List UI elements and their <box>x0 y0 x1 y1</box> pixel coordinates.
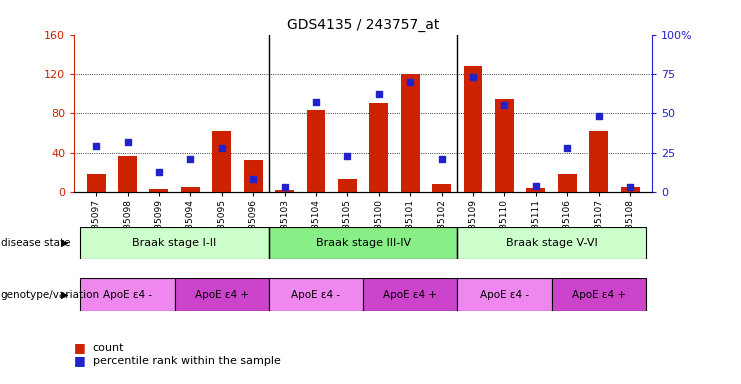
Point <box>247 176 259 182</box>
Bar <box>150 189 168 192</box>
Text: ApoE ε4 -: ApoE ε4 - <box>291 290 341 300</box>
Bar <box>338 179 357 192</box>
Bar <box>589 131 608 192</box>
Bar <box>275 190 294 192</box>
Bar <box>87 174 105 192</box>
Text: count: count <box>93 343 124 353</box>
Bar <box>307 110 325 192</box>
Bar <box>432 184 451 192</box>
Point <box>467 74 479 80</box>
Bar <box>213 131 231 192</box>
Point <box>530 183 542 189</box>
Text: ■: ■ <box>74 354 86 367</box>
Text: percentile rank within the sample: percentile rank within the sample <box>93 356 281 366</box>
Text: ▶: ▶ <box>61 238 68 248</box>
Point <box>216 145 227 151</box>
Bar <box>558 174 576 192</box>
Point <box>373 91 385 98</box>
Bar <box>369 103 388 192</box>
Point <box>185 156 196 162</box>
Point <box>122 139 133 145</box>
Text: Braak stage V-VI: Braak stage V-VI <box>505 238 597 248</box>
Point <box>153 169 165 175</box>
Point <box>405 79 416 85</box>
Text: Braak stage I-II: Braak stage I-II <box>133 238 217 248</box>
Text: Braak stage III-IV: Braak stage III-IV <box>316 238 411 248</box>
Bar <box>495 99 514 192</box>
Point <box>436 156 448 162</box>
Bar <box>181 187 200 192</box>
Text: ApoE ε4 -: ApoE ε4 - <box>480 290 529 300</box>
Bar <box>457 227 646 259</box>
Text: disease state: disease state <box>1 238 70 248</box>
Text: ApoE ε4 +: ApoE ε4 + <box>195 290 249 300</box>
Text: ApoE ε4 +: ApoE ε4 + <box>571 290 625 300</box>
Bar <box>269 227 457 259</box>
Text: ▶: ▶ <box>61 290 68 300</box>
Point <box>562 145 574 151</box>
Bar <box>464 66 482 192</box>
Point <box>342 153 353 159</box>
Point <box>90 143 102 149</box>
Point <box>624 184 636 190</box>
Bar <box>401 74 419 192</box>
Bar <box>457 278 551 311</box>
Bar <box>363 278 457 311</box>
Bar <box>526 188 545 192</box>
Bar <box>80 227 269 259</box>
Bar <box>175 278 269 311</box>
Text: genotype/variation: genotype/variation <box>1 290 100 300</box>
Bar <box>551 278 646 311</box>
Point <box>279 184 290 190</box>
Text: ApoE ε4 +: ApoE ε4 + <box>383 290 437 300</box>
Point <box>499 103 511 109</box>
Text: ■: ■ <box>74 341 86 354</box>
Bar <box>80 278 175 311</box>
Bar <box>621 187 639 192</box>
Point <box>310 99 322 105</box>
Bar <box>118 156 137 192</box>
Title: GDS4135 / 243757_at: GDS4135 / 243757_at <box>287 18 439 32</box>
Text: ApoE ε4 -: ApoE ε4 - <box>103 290 152 300</box>
Bar <box>269 278 363 311</box>
Bar <box>244 159 262 192</box>
Point <box>593 113 605 119</box>
